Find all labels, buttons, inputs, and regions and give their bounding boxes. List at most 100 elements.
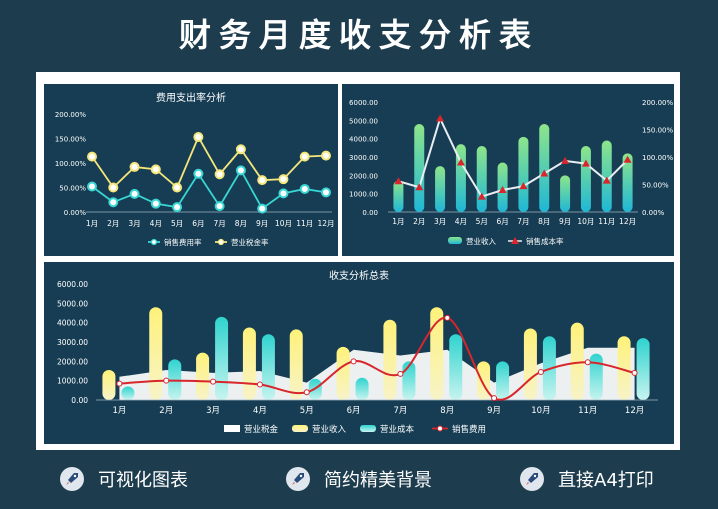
rocket-icon — [60, 467, 84, 491]
cost-rate-marker — [436, 114, 445, 122]
revenue-bar — [336, 346, 350, 400]
cost-rate-marker — [623, 155, 632, 163]
legend-swatch — [360, 425, 376, 432]
expense-rate-chart: 费用支出率分析 0.00% 50.00% 100.00% 150.00% 200.00% 1… — [55, 91, 335, 247]
page-title: 财务月度收支分析表 — [178, 16, 539, 54]
cost-rate-marker — [581, 159, 590, 167]
chart-title: 费用支出率分析 — [156, 91, 226, 104]
data-point — [321, 150, 331, 161]
legend-swatch — [292, 425, 308, 432]
cost-rate-marker — [498, 186, 507, 193]
feature-visual-charts: 可视化图表 — [60, 462, 188, 496]
legend-marker — [437, 425, 443, 432]
x-tick-label: 10月 — [275, 219, 292, 228]
fee-point — [116, 380, 123, 387]
revenue-bar — [455, 144, 466, 212]
x-tick-label: 5月 — [300, 406, 314, 416]
cost-bar — [355, 377, 369, 400]
x-tick-label: 3月 — [128, 219, 140, 228]
fee-point — [256, 381, 263, 388]
revenue-cost-panel: 0.00 1000.00 2000.00 3000.00 4000.00 5000.00 6… — [342, 84, 674, 256]
y-left-tick-label: 6000.00 — [349, 99, 378, 107]
data-point — [172, 182, 183, 193]
x-tick-label: 7月 — [393, 406, 407, 416]
summary-panel: 收支分析总表 0.00 1000.00 2000.00 3000.00 4000.00 50… — [44, 262, 674, 444]
revenue-bar — [570, 322, 584, 400]
y-tick-label: 3000.00 — [57, 338, 88, 347]
cost-rate-line — [398, 115, 629, 198]
fee-point — [444, 314, 451, 321]
revenue-bar — [518, 136, 529, 212]
cost-bar — [496, 361, 510, 400]
revenue-bar — [289, 329, 303, 400]
fee-point — [584, 359, 591, 366]
revenue-bar — [539, 124, 550, 212]
x-tick-label: 6月 — [496, 217, 508, 226]
cost-rate-marker — [519, 182, 528, 190]
fee-point — [631, 369, 638, 376]
x-tick-label: 2月 — [413, 217, 425, 226]
legend-label: 营业税金 — [244, 424, 279, 435]
data-point — [235, 165, 246, 176]
data-point — [172, 202, 183, 213]
fee-point — [350, 358, 357, 365]
y-tick-label: 200.00% — [55, 111, 86, 119]
chart-title: 收支分析总表 — [329, 269, 389, 282]
cost-bar — [636, 338, 650, 400]
revenue-bar — [523, 328, 537, 400]
x-tick-label: 11月 — [578, 406, 597, 416]
rocket-icon — [286, 467, 310, 491]
feature-a4-print: 直接A4打印 — [520, 462, 654, 496]
y-left-tick-label: 4000.00 — [349, 136, 378, 144]
x-tick-label: 10月 — [577, 217, 594, 226]
x-tick-label: 1月 — [392, 217, 404, 226]
cost-bar — [308, 378, 322, 400]
revenue-bar — [430, 307, 444, 400]
x-tick-label: 2月 — [159, 406, 173, 416]
legend-label: 销售费用 — [452, 424, 486, 435]
revenue-bar — [601, 140, 612, 212]
y-tick-label: 0.00% — [64, 209, 87, 217]
revenue-bar — [580, 146, 591, 212]
x-tick-label: 6月 — [192, 219, 204, 228]
data-point — [129, 188, 140, 199]
legend-marker — [217, 238, 225, 246]
revenue-bar — [393, 180, 404, 212]
y-tick-label: 0.00 — [71, 396, 88, 405]
data-point — [193, 132, 204, 143]
legend-label: 营业税金率 — [231, 237, 269, 247]
revenue-bar — [102, 370, 116, 400]
x-tick-label: 9月 — [559, 217, 571, 226]
fee-point — [163, 377, 170, 384]
data-point — [87, 181, 97, 192]
data-point — [193, 168, 204, 179]
x-tick-label: 5月 — [171, 219, 183, 228]
x-tick-label: 9月 — [487, 406, 501, 416]
x-tick-label: 8月 — [538, 217, 550, 226]
cost-bar — [589, 353, 603, 400]
y-left-tick-label: 1000.00 — [349, 191, 378, 199]
data-point — [235, 144, 246, 155]
x-tick-label: 9月 — [256, 219, 268, 228]
fee-point — [210, 378, 217, 385]
y-right-tick-label: 100.00% — [642, 154, 673, 162]
cost-rate-marker — [477, 192, 486, 200]
fee-point — [491, 395, 498, 402]
data-point — [299, 151, 310, 162]
cost-bar — [121, 386, 135, 400]
y-tick-label: 6000.00 — [57, 280, 88, 289]
x-tick-label: 12月 — [317, 219, 334, 228]
revenue-bar — [242, 327, 256, 400]
cost-rate-marker — [561, 156, 570, 164]
fee-point — [303, 389, 310, 396]
feature-label: 可视化图表 — [98, 470, 188, 491]
y-right-tick-label: 200.00% — [642, 99, 673, 107]
y-tick-label: 4000.00 — [57, 319, 88, 328]
cost-rate-marker — [540, 169, 549, 177]
cost-rate-marker — [394, 177, 403, 185]
y-tick-label: 1000.00 — [57, 377, 88, 386]
data-point — [108, 182, 119, 193]
data-point — [321, 187, 331, 198]
legend-label: 销售成本率 — [526, 236, 564, 246]
x-tick-label: 1月 — [86, 219, 98, 228]
